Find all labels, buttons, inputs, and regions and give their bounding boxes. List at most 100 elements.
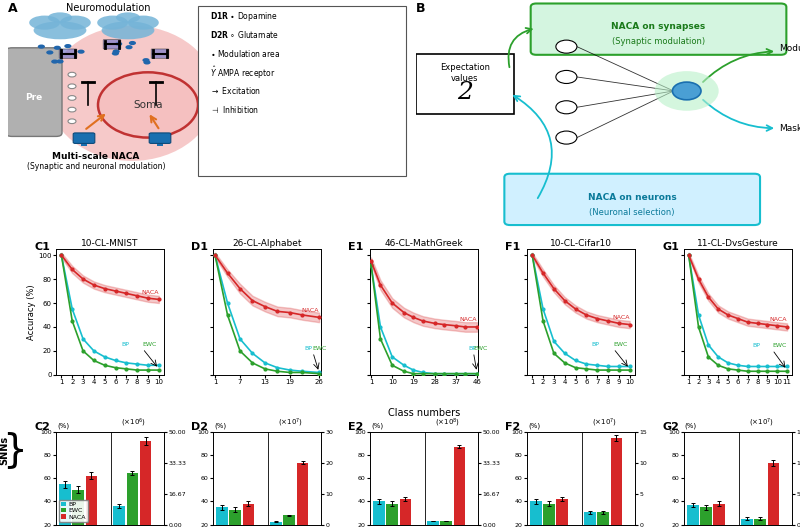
Bar: [610, 438, 622, 525]
Title: 10-CL-Cifar10: 10-CL-Cifar10: [550, 240, 612, 249]
Text: NACA: NACA: [770, 317, 787, 322]
Text: $\dashv$ Inhibition: $\dashv$ Inhibition: [210, 104, 259, 115]
FancyBboxPatch shape: [504, 174, 760, 225]
Bar: [114, 506, 125, 525]
Text: NACA on neurons: NACA on neurons: [588, 192, 677, 201]
Circle shape: [51, 59, 58, 64]
Ellipse shape: [98, 72, 198, 138]
Y-axis label: Accuracy (%): Accuracy (%): [26, 284, 35, 340]
Text: NACA: NACA: [142, 289, 159, 295]
FancyBboxPatch shape: [59, 49, 77, 58]
Text: Modulations: Modulations: [779, 45, 800, 54]
Text: (%): (%): [57, 422, 70, 429]
Text: NACA: NACA: [459, 317, 477, 322]
Text: E2: E2: [348, 422, 364, 432]
Text: (%): (%): [214, 422, 226, 429]
Bar: [386, 504, 398, 530]
Circle shape: [68, 95, 76, 100]
Bar: [242, 504, 254, 530]
Circle shape: [57, 59, 64, 64]
FancyBboxPatch shape: [6, 48, 62, 136]
Bar: [714, 504, 725, 530]
Text: EWC: EWC: [614, 342, 628, 347]
Bar: [373, 501, 385, 530]
Circle shape: [556, 101, 577, 114]
Text: Expectation: Expectation: [440, 63, 490, 72]
Bar: [598, 513, 609, 525]
Text: D1: D1: [191, 242, 208, 252]
Text: Neuromodulation: Neuromodulation: [66, 4, 150, 13]
Circle shape: [142, 58, 150, 62]
Text: D2: D2: [191, 422, 208, 432]
Text: (%): (%): [528, 422, 540, 429]
Bar: [427, 521, 439, 525]
Circle shape: [38, 45, 45, 49]
Text: $(\times10^7)$: $(\times10^7)$: [278, 417, 303, 429]
Text: NACA: NACA: [612, 315, 630, 320]
Bar: [700, 507, 712, 530]
Ellipse shape: [60, 15, 91, 30]
Text: B: B: [416, 2, 426, 15]
Circle shape: [68, 119, 76, 123]
Circle shape: [556, 70, 577, 84]
Circle shape: [115, 42, 122, 46]
FancyBboxPatch shape: [73, 133, 94, 144]
Bar: [140, 441, 151, 525]
Text: BP: BP: [121, 342, 129, 347]
FancyBboxPatch shape: [103, 40, 121, 49]
Circle shape: [112, 51, 119, 56]
Bar: [754, 518, 766, 525]
Ellipse shape: [48, 25, 216, 161]
Text: EWC: EWC: [313, 346, 327, 351]
Text: $(\times10^8)$: $(\times10^8)$: [435, 417, 460, 429]
Bar: [530, 501, 542, 530]
Title: 10-CL-MNIST: 10-CL-MNIST: [82, 240, 139, 249]
Circle shape: [556, 40, 577, 53]
Title: 11-CL-DvsGesture: 11-CL-DvsGesture: [697, 240, 778, 249]
FancyBboxPatch shape: [149, 133, 171, 144]
Text: Class numbers: Class numbers: [388, 409, 460, 418]
Text: (Neuronal selection): (Neuronal selection): [590, 208, 675, 217]
Bar: [454, 447, 466, 525]
Ellipse shape: [102, 21, 154, 39]
Bar: [557, 499, 568, 530]
Bar: [59, 484, 71, 530]
Bar: [741, 518, 753, 525]
FancyBboxPatch shape: [151, 49, 169, 58]
Circle shape: [68, 107, 76, 112]
Text: Pre: Pre: [26, 93, 42, 102]
Text: }: }: [2, 431, 26, 470]
Text: EWC: EWC: [474, 346, 488, 351]
Bar: [216, 507, 228, 530]
Text: $\bullet$ Modulation area: $\bullet$ Modulation area: [210, 48, 281, 59]
Text: (Synaptic and neuronal modulation): (Synaptic and neuronal modulation): [26, 162, 166, 171]
Circle shape: [54, 46, 61, 50]
Text: (Synaptic modulation): (Synaptic modulation): [612, 38, 705, 47]
Ellipse shape: [128, 15, 158, 30]
Text: $\mathbf{D1R}$ $\bullet$ Dopamine: $\mathbf{D1R}$ $\bullet$ Dopamine: [210, 10, 278, 23]
Bar: [270, 522, 282, 525]
Bar: [687, 505, 698, 530]
Text: F2: F2: [505, 422, 521, 432]
Text: NACA on synapses: NACA on synapses: [611, 22, 706, 31]
Circle shape: [113, 49, 120, 54]
Text: EWC: EWC: [772, 343, 786, 348]
FancyBboxPatch shape: [157, 142, 163, 146]
Ellipse shape: [34, 21, 86, 39]
Bar: [126, 473, 138, 525]
Text: $\hat{Y}$ AMPA receptor: $\hat{Y}$ AMPA receptor: [210, 64, 275, 81]
Bar: [399, 499, 411, 530]
Text: NACA: NACA: [302, 307, 319, 313]
Text: values: values: [451, 74, 478, 83]
Text: $\mathbf{D2R}$ $\circ$ Glutamate: $\mathbf{D2R}$ $\circ$ Glutamate: [210, 30, 279, 40]
Text: Masks: Masks: [779, 124, 800, 132]
Text: BP: BP: [592, 342, 600, 347]
Text: (%): (%): [371, 422, 383, 429]
Title: 26-CL-Alphabet: 26-CL-Alphabet: [232, 240, 302, 249]
Text: 2: 2: [457, 81, 473, 104]
Circle shape: [673, 82, 701, 100]
Ellipse shape: [116, 12, 140, 23]
Circle shape: [68, 84, 76, 89]
Bar: [584, 513, 596, 525]
Text: EWC: EWC: [142, 342, 157, 347]
